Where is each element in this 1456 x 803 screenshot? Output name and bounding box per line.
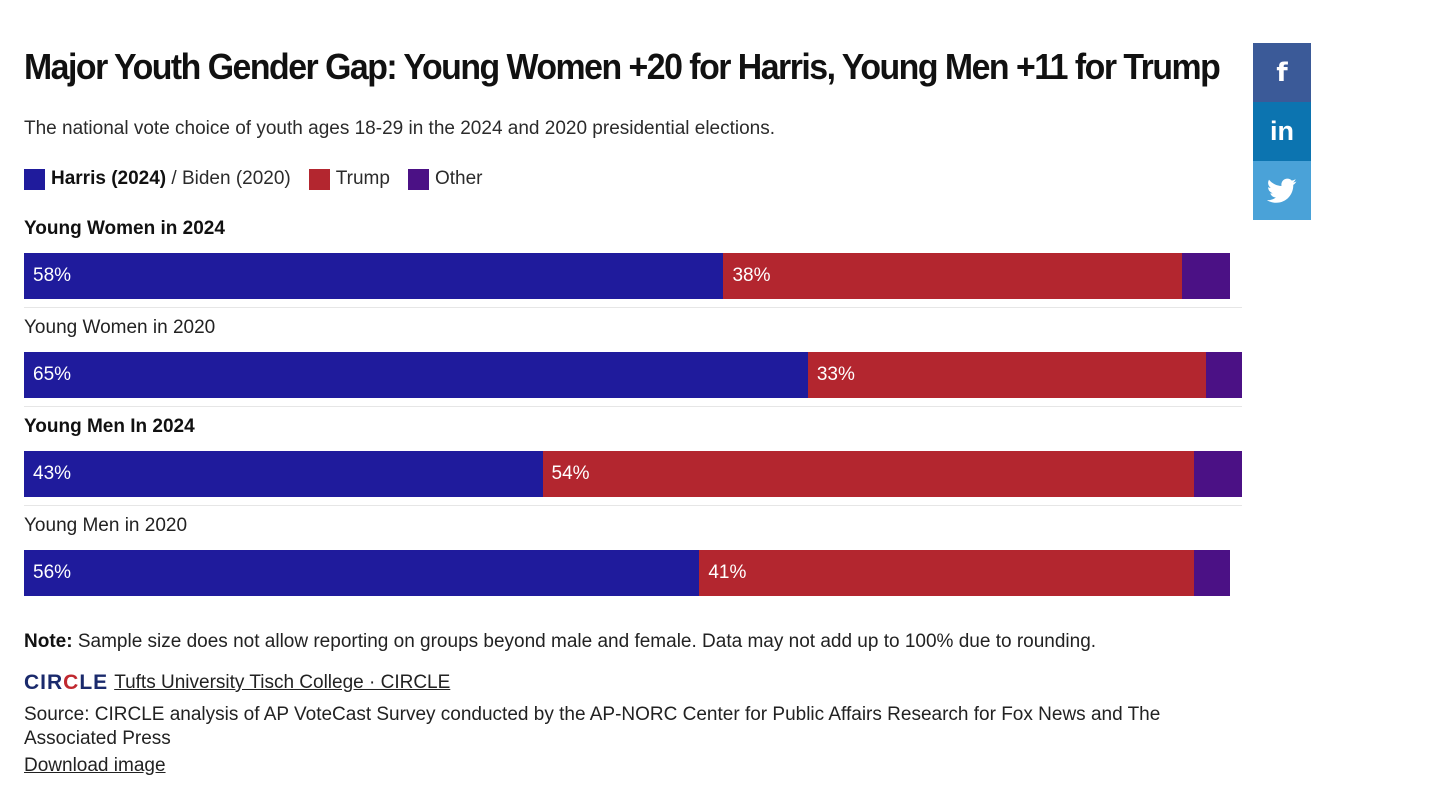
facebook-share-button[interactable]: f [1253,43,1311,102]
row-divider [24,505,1242,506]
social-share-bar: f in [1253,43,1311,220]
row-divider [24,307,1242,308]
category-label: Young Women in 2024 [24,218,225,239]
legend-label-harris: Harris (2024) [51,168,167,189]
legend-label-other: Other [434,168,483,189]
data-label: 33% [816,364,855,385]
stacked-bar-row: 43% 54% [24,451,1242,497]
bar-segment [1181,253,1230,299]
brand-link[interactable]: Tufts University Tisch College · CIRCLE [114,672,451,693]
data-label: 41% [708,562,747,583]
legend-swatch-other [407,168,429,190]
legend-swatch-trump [308,168,330,190]
chart-note: Note: Sample size does not allow reporti… [24,631,1096,653]
data-label: 58% [33,265,72,286]
note-text: Sample size does not allow reporting on … [72,631,1097,652]
twitter-share-button[interactable] [1253,161,1311,220]
bar-segment: 43% [24,451,543,497]
category-label: Young Men In 2024 [24,416,195,437]
category-label: Young Men in 2020 [24,515,188,536]
bar-segment: 58% [24,253,724,299]
chart-title: Major Youth Gender Gap: Young Women +20 … [24,46,1221,87]
legend-item-trump: Trump [308,168,390,190]
legend-item-other: Other [407,168,483,190]
download-image-link[interactable]: Download image [24,755,166,776]
data-label: 54% [551,463,590,484]
stacked-bar-row: 58% 38% [24,253,1230,299]
logo-text-left: CIR [24,671,64,694]
row-divider [24,406,1242,407]
chart-subtitle: The national vote choice of youth ages 1… [24,118,776,139]
bar-segment [1205,352,1242,398]
linkedin-icon: in [1270,116,1294,146]
bar-segment: 38% [723,253,1182,299]
chart-source: Source: CIRCLE analysis of AP VoteCast S… [24,704,1161,749]
bar-segment: 56% [24,550,700,596]
stacked-bar-row: 65% 33% [24,352,1242,398]
data-label: 65% [33,364,72,385]
logo-text-mid: C [63,671,80,694]
logo-text-right: LE [79,671,109,694]
legend: Harris (2024) / Biden (2020) Trump Other [24,168,501,190]
brand-credit: CIRCLE Tufts University Tisch College · … [24,671,450,695]
data-label: 38% [732,265,771,286]
legend-label-biden: / Biden (2020) [166,168,291,189]
data-label: 43% [33,463,72,484]
linkedin-share-button[interactable]: in [1253,102,1311,161]
stacked-bar-row: 56% 41% [24,550,1230,596]
bar-segment: 41% [699,550,1194,596]
bar-segment: 65% [24,352,808,398]
bar-segment [1193,550,1230,596]
legend-swatch-harris [24,168,45,190]
legend-label-trump: Trump [335,168,390,189]
facebook-icon: f [1276,57,1288,88]
bar-segment: 54% [542,451,1194,497]
bar-segment: 33% [807,352,1206,398]
circle-logo: CIRCLE [24,671,108,695]
twitter-icon [1267,178,1297,203]
note-label: Note: [24,631,73,652]
bar-segment [1193,451,1242,497]
category-label: Young Women in 2020 [24,317,216,338]
data-label: 56% [33,562,72,583]
legend-item-harris: Harris (2024) / Biden (2020) [24,168,291,190]
